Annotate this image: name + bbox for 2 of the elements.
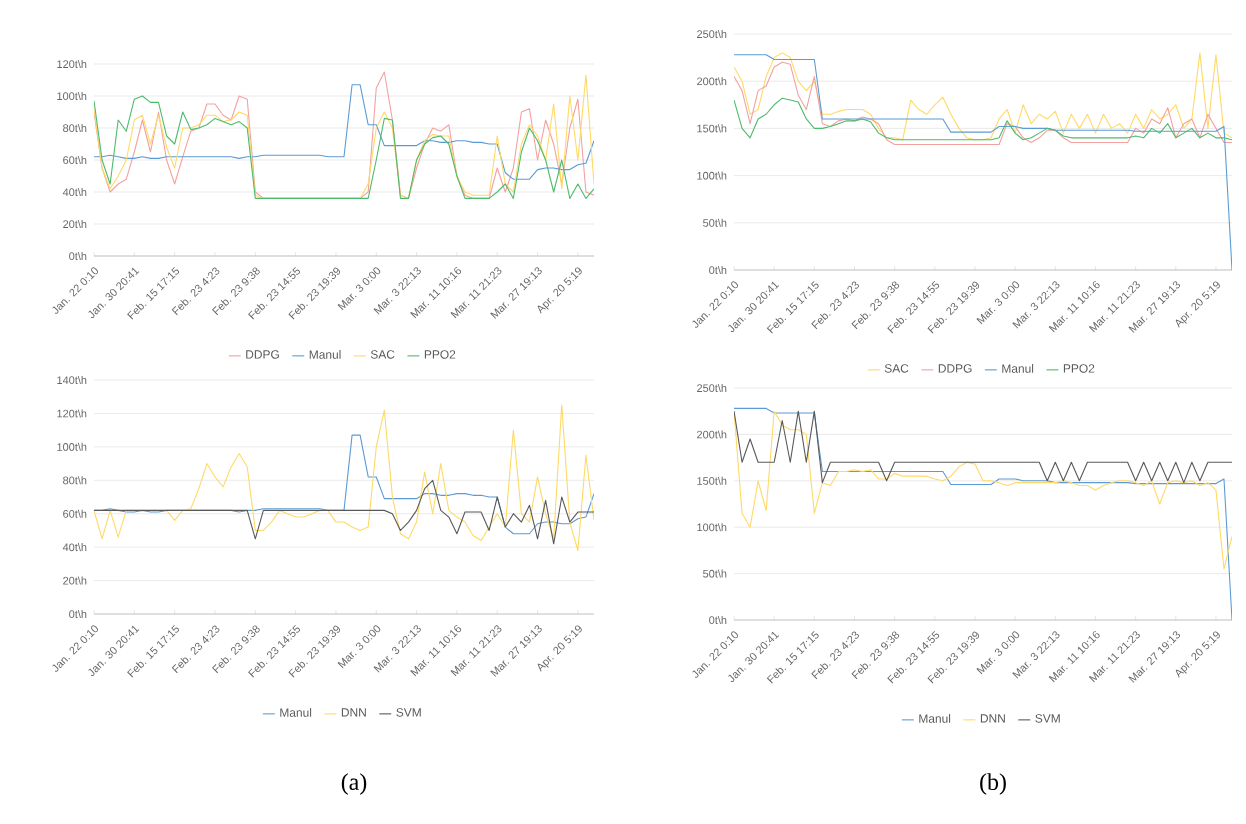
text: (a) [341,773,367,795]
text: (b) [980,773,1006,795]
